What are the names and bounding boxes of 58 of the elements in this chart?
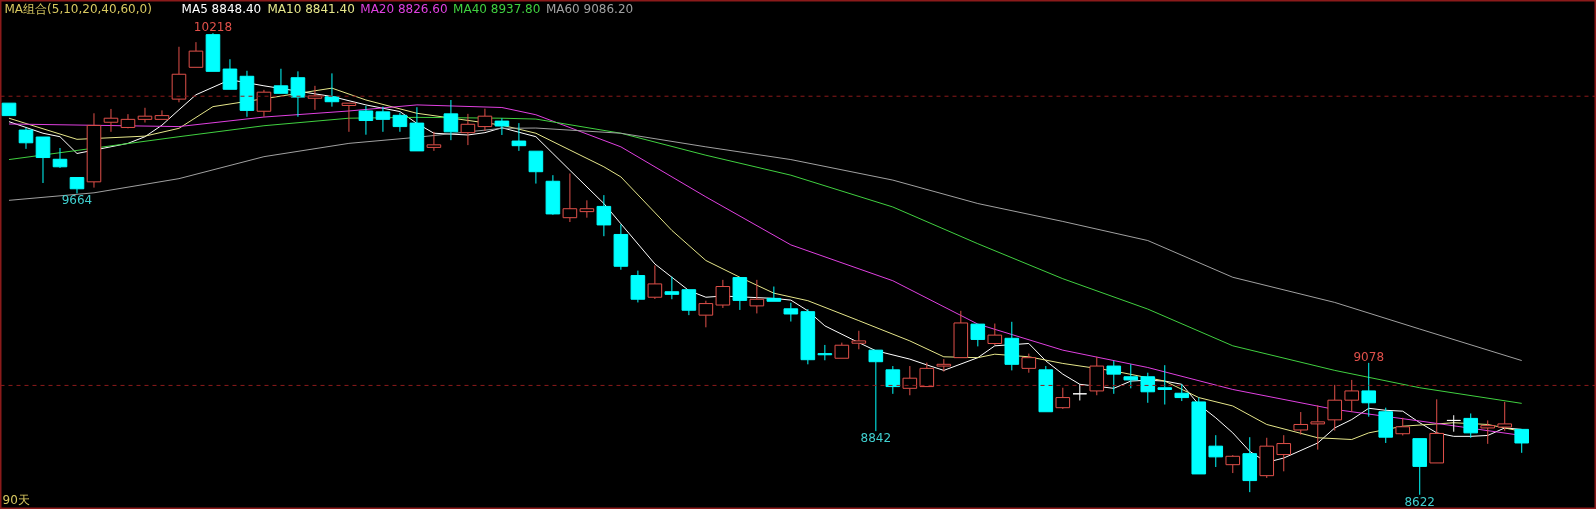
candlestick [477,108,493,132]
candlestick [698,300,714,328]
candlestick [562,172,578,223]
candlestick [579,199,595,219]
candlestick [613,223,629,271]
candlestick [1157,364,1173,406]
text: MA20 8826.60 [360,1,448,16]
candlestick [103,108,119,133]
candlestick [1480,419,1496,445]
annotation: 90天 [2,492,30,507]
candlestick [1174,383,1190,402]
text: MA5 8848.40 [181,1,262,16]
candlestick [307,85,323,111]
candlestick [647,264,663,300]
annotation: 10218 [193,20,233,35]
candlestick [1276,434,1292,472]
candlestick [375,106,391,133]
candlestick [1361,362,1377,418]
candlestick [1055,387,1071,409]
candlestick [1344,379,1360,413]
text: MA60 9086.20 [545,1,634,16]
candlestick [171,46,187,103]
candlestick [443,99,459,141]
candlestick [1327,384,1343,432]
candlestick [290,70,306,118]
candlestick [1225,455,1241,474]
candlestick [1259,437,1275,479]
candlestick [1310,404,1326,451]
text: MA40 8937.80 [453,1,541,16]
candlestick [783,302,799,323]
candlestick [596,194,612,237]
candlestick [630,270,646,303]
candlestick [358,105,374,136]
candlestick [494,117,510,136]
candlestick [324,72,340,108]
text: MA10 8841.40 [267,1,355,16]
annotation: 9078 [1353,349,1385,364]
annotation: 8842 [860,431,892,446]
candlestick [460,113,476,146]
candlestick [715,279,731,309]
candlestick [239,70,255,118]
chart-title: MA组合(5,10,20,40,60,0) [4,1,152,16]
candlestick [52,147,68,168]
candlestick [936,358,952,373]
candlestick [749,279,765,314]
candlestick [1242,436,1258,493]
candlestick [1208,434,1224,468]
candlestick [426,131,442,152]
annotation: 8622 [1404,494,1436,509]
candlestick [1446,414,1462,433]
candlestick [392,112,408,133]
candlestick [137,107,153,124]
candlestick [664,276,680,300]
candlestick [18,127,34,150]
candlestick [86,112,102,189]
candlestick [256,89,272,118]
annotation: 9664 [61,193,93,208]
candlestick [511,122,527,152]
